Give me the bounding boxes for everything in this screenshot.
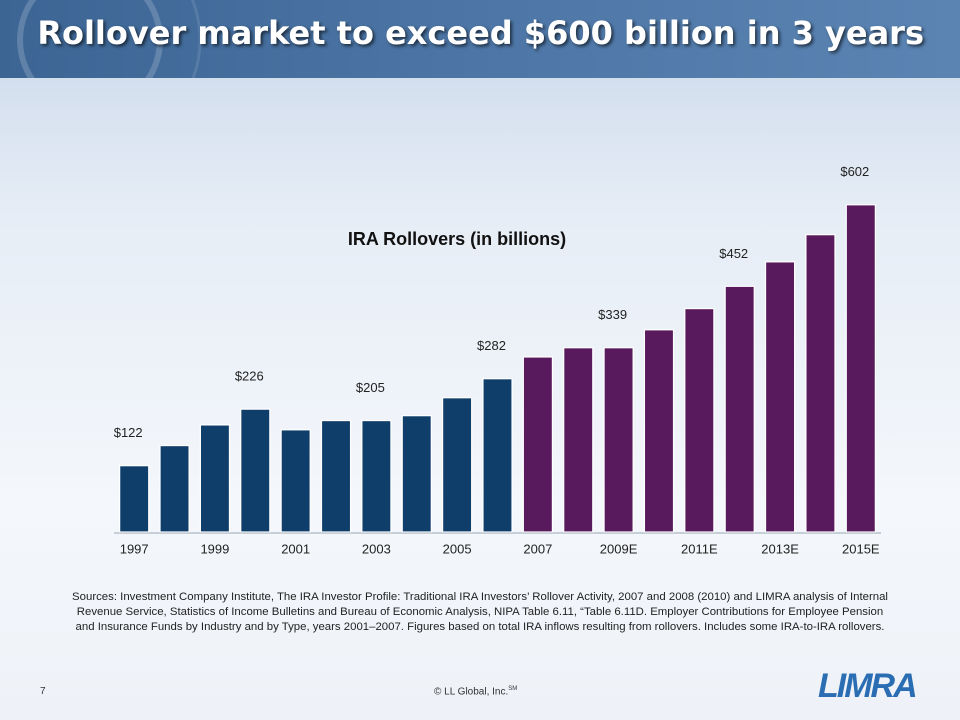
x-tick-label: 2015E [842,541,880,556]
x-tick-label: 1999 [200,541,229,556]
title-banner: Rollover market to exceed $600 billion i… [0,0,960,78]
bar [603,347,634,533]
copyright: © LL Global, Inc.SM [434,686,517,697]
bar [845,204,876,533]
bar [199,424,231,533]
bar [361,419,392,533]
bar [643,329,675,533]
x-tick-label: 2013E [761,541,799,556]
bar [482,378,513,533]
copyright-mark: SM [508,686,518,692]
bar [563,347,594,533]
bar [764,261,796,533]
x-tick-label: 2011E [681,541,718,556]
bar [724,285,755,533]
bar [401,415,432,533]
x-tick-label: 2005 [443,541,472,556]
chart-title: IRA Rollovers (in billions) [348,229,566,249]
x-tick-label: 1997 [120,541,149,556]
slide-title: Rollover market to exceed $600 billion i… [37,14,924,52]
bar [159,444,190,533]
bar [240,408,271,533]
bar [522,356,554,533]
bar [805,234,836,533]
x-tick-label: 2003 [362,541,391,556]
x-tick-label: 2007 [523,541,552,556]
x-tick-label: 2001 [281,541,310,556]
value-label: $452 [719,246,748,261]
page-number: 7 [40,686,46,697]
x-tick-label: 2009E [600,541,638,556]
value-label: $282 [477,338,506,353]
sources: Sources: Investment Company Institute, T… [72,591,888,633]
bar [320,419,352,533]
value-label: $226 [235,369,264,384]
value-label: $339 [598,307,627,322]
logo: LIMRA [818,667,918,705]
bar [119,465,150,533]
copyright-text: © LL Global, Inc. [434,686,509,698]
bar [441,397,473,533]
bar [280,429,311,533]
banner-decoration [17,0,202,78]
value-label: $602 [840,164,869,179]
bar [684,308,715,533]
value-label: $205 [356,380,385,395]
value-label: $122 [114,425,143,440]
